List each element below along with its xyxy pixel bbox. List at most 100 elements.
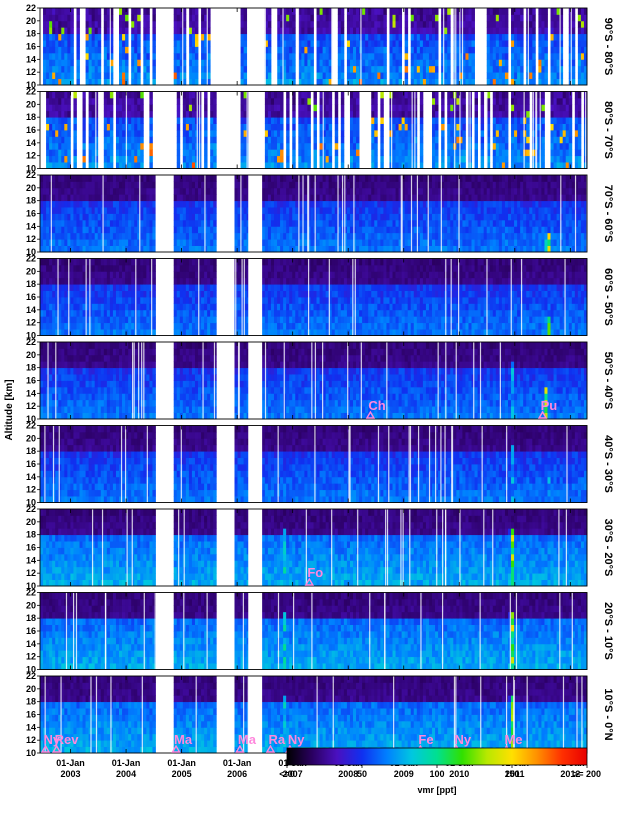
heatmap-cell — [335, 117, 338, 124]
heatmap-cell — [152, 220, 155, 227]
heatmap-cell — [292, 104, 295, 111]
heatmap-cell — [569, 117, 572, 124]
heatmap-cell — [137, 66, 140, 73]
heatmap-cell — [538, 34, 541, 41]
heatmap-cell — [520, 53, 523, 60]
heatmap-cell — [572, 226, 575, 233]
heatmap-cell — [365, 53, 368, 60]
heatmap-cell — [177, 130, 180, 137]
heatmap-cell — [432, 207, 435, 214]
heatmap-cell — [383, 246, 386, 253]
heatmap-cell — [116, 149, 119, 156]
heatmap-cell — [58, 59, 61, 66]
heatmap-cell — [532, 72, 535, 79]
heatmap-cell — [177, 175, 180, 182]
heatmap-cell — [310, 214, 313, 221]
heatmap-cell — [131, 149, 134, 156]
heatmap-cell — [535, 220, 538, 227]
heatmap-cell — [544, 175, 547, 182]
heatmap-cell — [180, 194, 183, 201]
heatmap-cell — [262, 246, 265, 253]
heatmap-cell — [137, 162, 140, 169]
heatmap-cell — [523, 226, 526, 233]
heatmap-cell — [462, 136, 465, 143]
heatmap-cell — [374, 130, 377, 137]
heatmap-cell — [140, 124, 143, 131]
data-stripe — [307, 175, 308, 252]
heatmap-cell — [195, 207, 198, 214]
heatmap-cell — [177, 188, 180, 195]
heatmap-cell — [73, 92, 76, 99]
heatmap-cell — [544, 66, 547, 73]
heatmap-cell — [514, 233, 517, 240]
heatmap-cell — [423, 239, 426, 246]
heatmap-cell — [310, 226, 313, 233]
heatmap-cell — [411, 79, 414, 86]
heatmap-cell — [113, 226, 116, 233]
heatmap-cell — [49, 34, 52, 41]
heatmap-cell — [420, 92, 423, 99]
heatmap-cell — [566, 214, 569, 221]
heatmap-cell — [268, 143, 271, 150]
heatmap-cell — [429, 14, 432, 21]
heatmap-cell — [274, 246, 277, 253]
heatmap-cell — [377, 214, 380, 221]
heatmap-cell — [201, 194, 204, 201]
heatmap-cell — [499, 27, 502, 34]
heatmap-cell — [131, 156, 134, 163]
heatmap-cell — [174, 239, 177, 246]
data-stripe — [347, 92, 348, 169]
heatmap-cell — [104, 246, 107, 253]
heatmap-cell — [61, 175, 64, 182]
heatmap-cell — [86, 21, 89, 28]
heatmap-cell — [435, 34, 438, 41]
heatmap-cell — [554, 21, 557, 28]
heatmap-cell — [70, 207, 73, 214]
heatmap-cell — [152, 72, 155, 79]
heatmap-cell — [575, 98, 578, 105]
heatmap-cell — [405, 214, 408, 221]
heatmap-cell — [113, 233, 116, 240]
heatmap-cell — [557, 233, 560, 240]
heatmap-cell — [511, 175, 514, 182]
heatmap-cell — [468, 201, 471, 208]
heatmap-cell — [210, 233, 213, 240]
heatmap-cell — [174, 66, 177, 73]
heatmap-cell — [429, 79, 432, 86]
heatmap-cell — [581, 59, 584, 66]
heatmap-cell — [520, 47, 523, 54]
heatmap-cell — [244, 194, 247, 201]
heatmap-cell — [80, 181, 83, 188]
heatmap-cell — [429, 66, 432, 73]
heatmap-cell — [499, 181, 502, 188]
heatmap-cell — [174, 21, 177, 28]
heatmap-cell — [265, 246, 268, 253]
heatmap-cell — [572, 246, 575, 253]
heatmap-cell — [420, 194, 423, 201]
heatmap-cell — [73, 130, 76, 137]
heatmap-cell — [64, 14, 67, 21]
heatmap-cell — [377, 246, 380, 253]
heatmap-cell — [320, 156, 323, 163]
heatmap-cell — [280, 188, 283, 195]
heatmap-cell — [368, 246, 371, 253]
heatmap-cell — [335, 136, 338, 143]
heatmap-cell — [499, 220, 502, 227]
heatmap-cell — [380, 239, 383, 246]
heatmap-cell — [432, 188, 435, 195]
heatmap-cell — [174, 8, 177, 15]
heatmap-cell — [83, 149, 86, 156]
heatmap-cell — [462, 156, 465, 163]
heatmap-cell — [578, 233, 581, 240]
heatmap-cell — [317, 72, 320, 79]
heatmap-cell — [517, 79, 520, 86]
heatmap-cell — [417, 59, 420, 66]
heatmap-cell — [262, 201, 265, 208]
heatmap-cell — [414, 40, 417, 47]
heatmap-cell — [447, 162, 450, 169]
heatmap-cell — [98, 194, 101, 201]
heatmap-cell — [450, 239, 453, 246]
data-stripe — [540, 92, 541, 169]
heatmap-cell — [189, 175, 192, 182]
heatmap-cell — [420, 130, 423, 137]
